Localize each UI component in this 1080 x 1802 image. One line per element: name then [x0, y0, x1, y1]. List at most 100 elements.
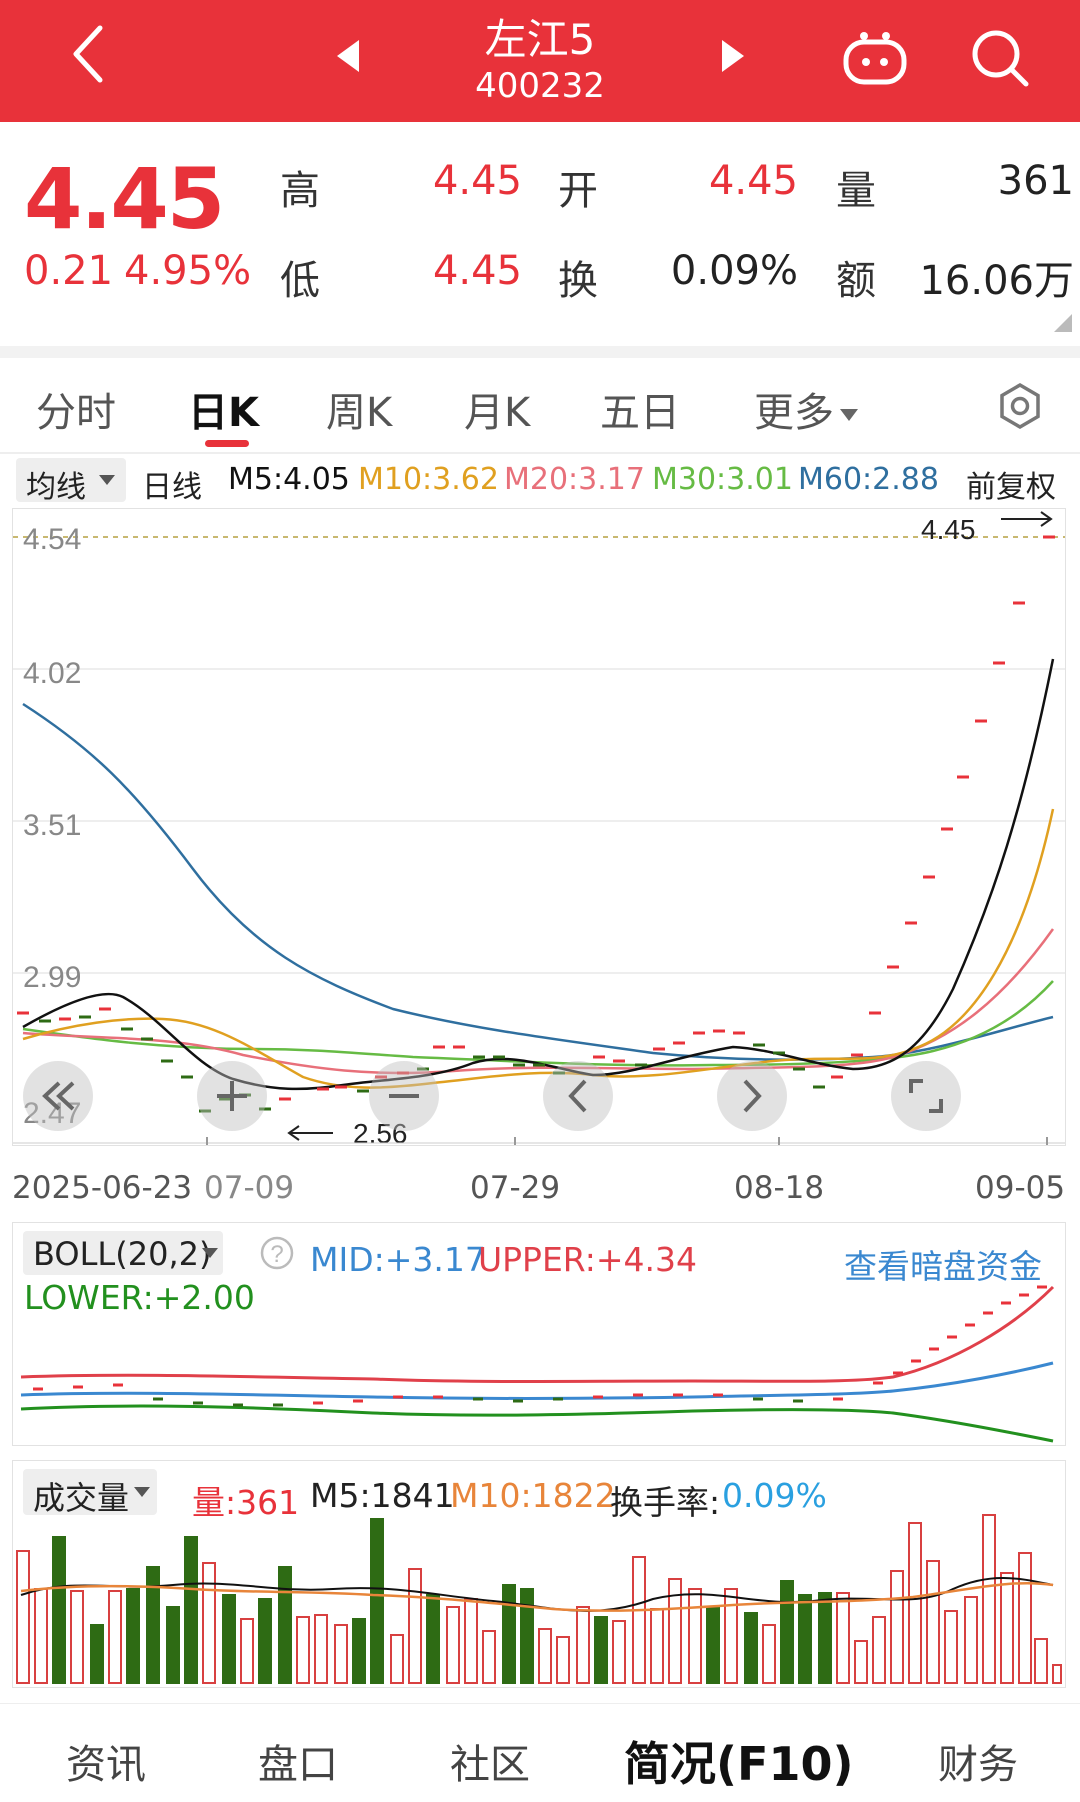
scroll-left-icon	[568, 1079, 587, 1113]
settings-icon[interactable]	[996, 382, 1044, 430]
volume-bar	[446, 1606, 460, 1684]
tabs-divider	[0, 452, 1080, 454]
last-price: 4.45	[24, 150, 225, 248]
boll-upper-line	[20, 1285, 1055, 1383]
boll-mid-value: MID:+3.17	[310, 1240, 486, 1279]
help-icon[interactable]: ?	[259, 1235, 295, 1271]
dropdown-arrow-icon	[840, 409, 858, 421]
robot-icon[interactable]	[840, 28, 910, 88]
turnover-value: 0.09%	[670, 248, 798, 294]
section-divider	[0, 346, 1080, 358]
dark-pool-link[interactable]: 查看暗盘资金	[844, 1247, 1042, 1286]
volume-m5-value: M5:1841	[310, 1476, 455, 1515]
fast-back-icon	[42, 1081, 75, 1111]
ma60-line	[22, 702, 1054, 1061]
volume-bar	[982, 1514, 996, 1684]
volume-bar	[126, 1588, 140, 1684]
volume-bar	[390, 1634, 404, 1684]
zoom-out-icon	[389, 1094, 419, 1098]
max-price-label: 4.45	[921, 514, 976, 545]
x-axis-label: 2025-06-23	[12, 1170, 193, 1206]
min-marker-arrowhead	[287, 1125, 300, 1141]
fast-back-button[interactable]	[23, 1061, 93, 1131]
scroll-right-button[interactable]	[717, 1061, 787, 1131]
price-change-pct: 4.95%	[124, 248, 252, 294]
volume-bar	[146, 1566, 160, 1684]
back-arrow-icon[interactable]	[68, 24, 108, 84]
kline-panel[interactable]: 4.54 4.02 3.51 2.99 2.47 4.45 2.56	[12, 508, 1066, 1146]
boll-panel[interactable]: BOLL(20,2) ?	[12, 1222, 1066, 1446]
ma30-value: M30:3.01	[652, 462, 793, 497]
volume-bar	[872, 1616, 886, 1684]
volume-bar	[688, 1588, 702, 1684]
amount-label: 额	[836, 258, 876, 304]
volume-bar	[944, 1610, 958, 1684]
tab-more-label: 更多	[754, 390, 834, 436]
volume-panel[interactable]: 成交量	[12, 1460, 1066, 1688]
expand-corner-icon[interactable]	[1054, 314, 1072, 332]
x-axis-label: 07-29	[470, 1170, 561, 1206]
x-axis-label: 09-05	[975, 1170, 1066, 1206]
volume-bar	[1018, 1552, 1032, 1684]
volume-bar	[668, 1578, 682, 1684]
nav-order-book[interactable]: 盘口	[258, 1742, 338, 1788]
tab-daily-k[interactable]: 日K	[188, 390, 259, 436]
volume-bar	[258, 1598, 272, 1684]
volume-bar	[612, 1620, 626, 1684]
boll-selector[interactable]: BOLL(20,2)	[23, 1231, 223, 1275]
tab-more[interactable]: 更多	[754, 380, 860, 438]
volume-bar	[1034, 1638, 1048, 1684]
kline-chart: 4.54 4.02 3.51 2.99 2.47 4.45 2.56	[13, 511, 1065, 1145]
price-change: 0.21	[24, 248, 114, 294]
volume-bar	[502, 1584, 516, 1684]
volume-indicator-selector[interactable]: 成交量	[23, 1469, 157, 1517]
zoom-out-button[interactable]	[369, 1061, 439, 1131]
tab-monthly-k[interactable]: 月K	[464, 390, 531, 436]
dropdown-arrow-icon	[202, 1248, 218, 1258]
indicator-selector[interactable]: 均线	[16, 458, 126, 505]
ma60-value: M60:2.88	[798, 462, 939, 497]
tab-intraday[interactable]: 分时	[36, 390, 116, 436]
ma20-value: M20:3.17	[504, 462, 645, 497]
volume-m10-line	[20, 1581, 1054, 1612]
bottom-nav	[0, 1703, 1080, 1802]
volume-bar	[52, 1536, 66, 1684]
next-stock-icon[interactable]	[718, 38, 748, 74]
volume-bar	[520, 1588, 534, 1684]
volume-bar	[222, 1594, 236, 1684]
volume-chart	[16, 1514, 1062, 1684]
volume-bar	[108, 1590, 122, 1684]
volume-value: 361	[997, 158, 1074, 204]
volume-bar	[184, 1536, 198, 1684]
boll-chart	[20, 1285, 1055, 1443]
amount-value: 16.06万	[919, 258, 1074, 304]
nav-profile-f10[interactable]: 简况(F10)	[624, 1737, 854, 1791]
tab-weekly-k[interactable]: 周K	[326, 390, 393, 436]
tab-five-day[interactable]: 五日	[600, 390, 680, 436]
search-icon[interactable]	[968, 26, 1032, 90]
volume-bar	[90, 1624, 104, 1684]
volume-current: 量:361	[192, 1483, 300, 1522]
zoom-in-button[interactable]	[197, 1061, 267, 1131]
max-marker-arrowhead	[1040, 511, 1053, 527]
scroll-left-button[interactable]	[543, 1061, 613, 1131]
adjust-mode[interactable]: 前复权	[966, 470, 1056, 505]
prev-stock-icon[interactable]	[333, 38, 363, 74]
volume-bar	[352, 1618, 366, 1684]
top-bar: 左江5 400232	[0, 0, 1080, 122]
nav-financials[interactable]: 财务	[938, 1742, 1018, 1788]
ma30-line	[22, 980, 1054, 1067]
fullscreen-icon	[909, 1079, 943, 1113]
fullscreen-button[interactable]	[891, 1061, 961, 1131]
y-tick-label: 4.54	[23, 523, 81, 556]
volume-label: 量	[836, 168, 876, 214]
min-price-label: 2.56	[353, 1118, 408, 1145]
dropdown-arrow-icon	[99, 475, 115, 485]
nav-community[interactable]: 社区	[450, 1742, 530, 1788]
volume-bar	[890, 1570, 904, 1684]
ma-kind: 日线	[142, 470, 202, 505]
stock-code: 400232	[475, 66, 605, 106]
turnover-rate-label: 换手率:	[610, 1483, 721, 1522]
volume-bar	[34, 1588, 48, 1684]
nav-news[interactable]: 资讯	[66, 1742, 146, 1788]
